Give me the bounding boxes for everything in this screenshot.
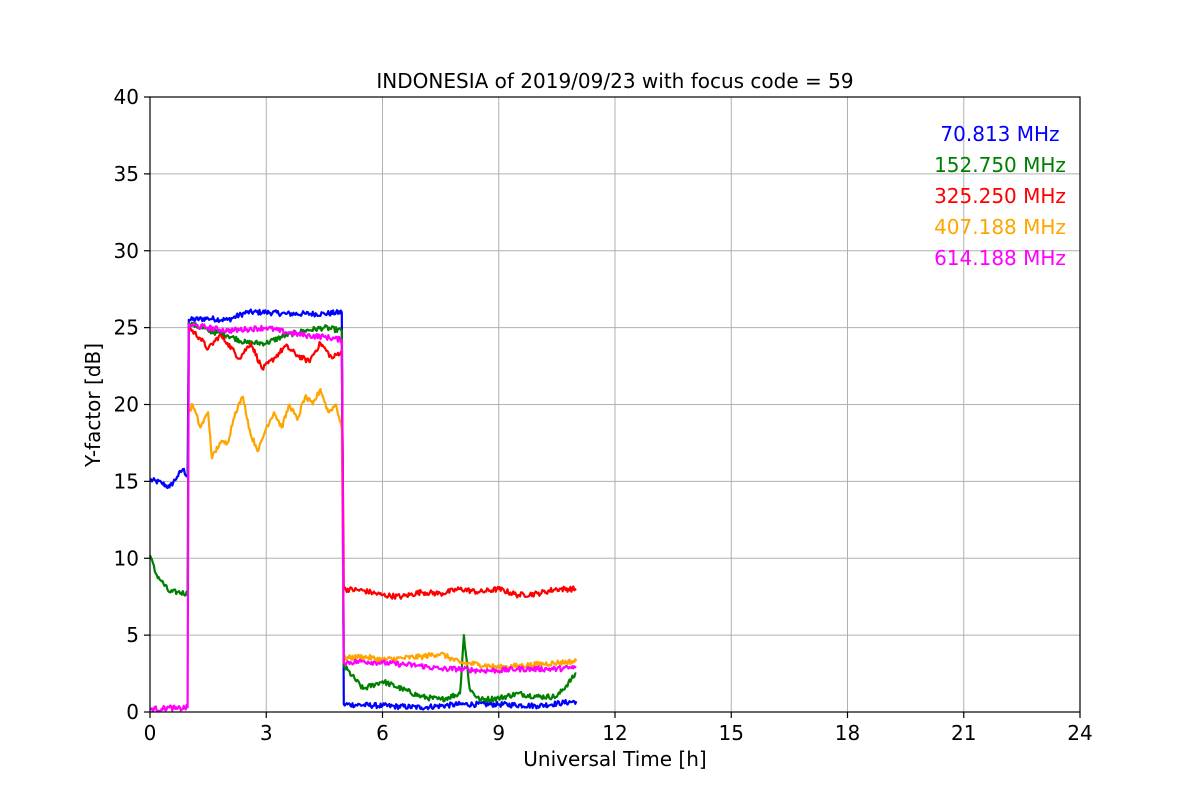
legend-entry: 152.750 MHz: [934, 153, 1066, 177]
x-tick-label: 3: [260, 721, 273, 745]
y-tick-label: 40: [114, 85, 139, 109]
series-line-2: [187, 327, 577, 600]
y-tick-label: 35: [114, 162, 139, 186]
x-tick-label: 18: [835, 721, 860, 745]
x-tick-label: 6: [376, 721, 389, 745]
x-axis-label: Universal Time [h]: [523, 747, 706, 771]
y-axis-label: Y-factor [dB]: [81, 343, 105, 468]
y-tick-label: 25: [114, 316, 139, 340]
x-tick-label: 15: [719, 721, 744, 745]
x-tick-label: 0: [144, 721, 157, 745]
series-lines: [148, 308, 578, 713]
series-line-3: [187, 388, 578, 671]
y-tick-label: 15: [114, 469, 139, 493]
x-tick-label: 9: [492, 721, 505, 745]
x-tick-label: 24: [1067, 721, 1092, 745]
x-tick-label: 21: [951, 721, 976, 745]
series-line-4: [149, 322, 577, 713]
legend-entry: 407.188 MHz: [934, 215, 1066, 239]
legend-entry: 325.250 MHz: [934, 184, 1066, 208]
x-tick-label: 12: [602, 721, 627, 745]
legend: 70.813 MHz 152.750 MHz 325.250 MHz 407.188 …: [934, 122, 1066, 270]
y-tick-label: 20: [114, 393, 139, 417]
y-tick-label: 0: [126, 700, 139, 724]
legend-entry: 614.188 MHz: [934, 246, 1066, 270]
legend-entry: 70.813 MHz: [940, 122, 1059, 146]
y-tick-label: 5: [126, 623, 139, 647]
y-tick-label: 30: [114, 239, 139, 263]
y-tick-label: 10: [114, 546, 139, 570]
chart-title: INDONESIA of 2019/09/23 with focus code …: [376, 69, 853, 93]
y-axis: 0 5 10 15 20 25 30 35 40: [114, 85, 150, 724]
series-line-1: [148, 321, 577, 703]
series-line-0: [149, 308, 578, 711]
x-axis: 0 3 6 9 12 15 18 21 24: [144, 712, 1093, 745]
